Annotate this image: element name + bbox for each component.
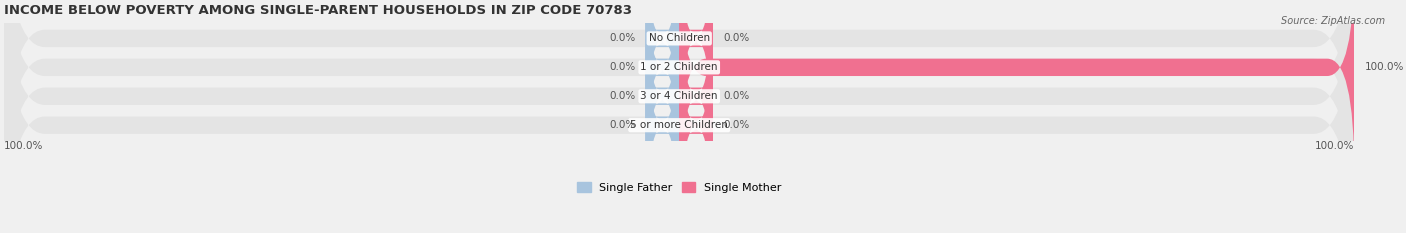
Text: 0.0%: 0.0% (723, 33, 749, 43)
Text: 0.0%: 0.0% (609, 91, 636, 101)
FancyBboxPatch shape (645, 0, 679, 145)
FancyBboxPatch shape (4, 0, 1354, 232)
Text: 3 or 4 Children: 3 or 4 Children (641, 91, 718, 101)
FancyBboxPatch shape (679, 0, 713, 145)
Text: Source: ZipAtlas.com: Source: ZipAtlas.com (1281, 16, 1385, 26)
Text: 100.0%: 100.0% (4, 141, 44, 151)
Text: 1 or 2 Children: 1 or 2 Children (641, 62, 718, 72)
FancyBboxPatch shape (645, 0, 679, 203)
FancyBboxPatch shape (679, 18, 713, 232)
FancyBboxPatch shape (645, 18, 679, 232)
Text: 0.0%: 0.0% (609, 120, 636, 130)
Text: 100.0%: 100.0% (1364, 62, 1403, 72)
Legend: Single Father, Single Mother: Single Father, Single Mother (572, 178, 786, 197)
Text: No Children: No Children (648, 33, 710, 43)
FancyBboxPatch shape (679, 0, 713, 203)
Text: 5 or more Children: 5 or more Children (630, 120, 728, 130)
Text: INCOME BELOW POVERTY AMONG SINGLE-PARENT HOUSEHOLDS IN ZIP CODE 70783: INCOME BELOW POVERTY AMONG SINGLE-PARENT… (4, 4, 633, 17)
FancyBboxPatch shape (4, 0, 1354, 233)
Text: 0.0%: 0.0% (609, 33, 636, 43)
Text: 0.0%: 0.0% (723, 120, 749, 130)
FancyBboxPatch shape (679, 0, 1354, 174)
Text: 0.0%: 0.0% (723, 91, 749, 101)
Text: 0.0%: 0.0% (609, 62, 636, 72)
FancyBboxPatch shape (4, 0, 1354, 233)
Text: 100.0%: 100.0% (1315, 141, 1354, 151)
FancyBboxPatch shape (4, 0, 1354, 203)
FancyBboxPatch shape (645, 0, 679, 174)
